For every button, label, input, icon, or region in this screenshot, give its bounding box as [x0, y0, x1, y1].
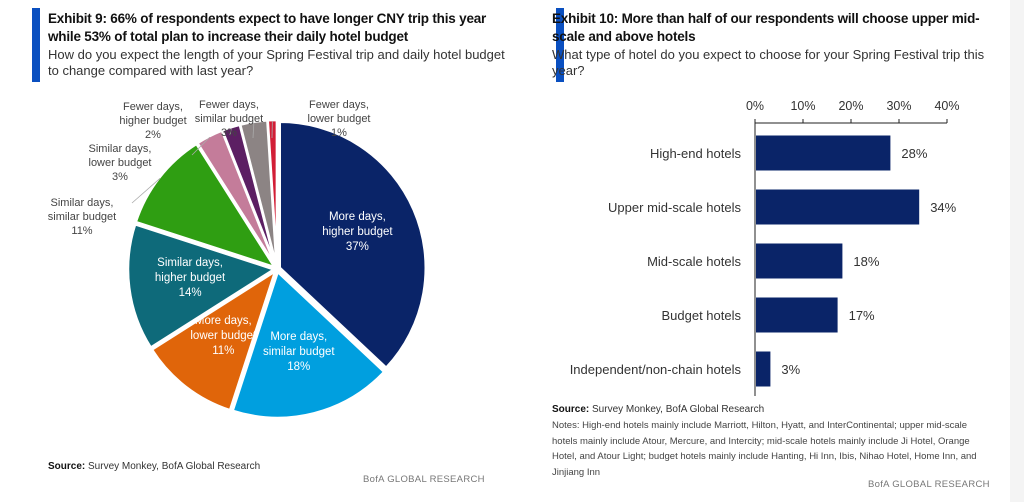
leader-line [131, 177, 161, 204]
pie-category-label: lower budget [190, 330, 257, 342]
source-text: Survey Monkey, BofA Global Research [589, 404, 765, 415]
pie-value-label: 37% [346, 241, 369, 253]
pie-category-label: higher budget [155, 272, 226, 284]
bar-mid-scale-hotels [756, 243, 843, 279]
pie-label-more-days-similar-budget: More days, similar budget 18% [263, 331, 335, 373]
exhibit-10-source: Source: Survey Monkey, BofA Global Resea… [552, 404, 764, 415]
data-label: 28% [901, 146, 927, 161]
pie-category-label: Fewer days, [309, 99, 369, 111]
pie-label-fewer-days-similar-budget: Fewer days, similar budget 3% [195, 99, 263, 139]
pie-slice-more-days-higher-budget [278, 120, 428, 370]
pie-slice-similar-days-higher-budget [126, 222, 277, 350]
exhibit-9-title: Exhibit 9: 66% of respondents expect to … [48, 11, 487, 44]
pie-category-label: More days, [195, 315, 252, 327]
exhibit-10-title: Exhibit 10: More than half of our respon… [552, 11, 980, 44]
exhibit-10-panel: Exhibit 10: More than half of our respon… [540, 0, 1010, 502]
category-label: Independent/non-chain hotels [570, 362, 742, 377]
pie-category-label: Similar days, [157, 257, 223, 269]
exhibit-10-brand: BofA GLOBAL RESEARCH [868, 479, 990, 490]
x-tick-label: 20% [838, 99, 863, 113]
bar-chart: 0% 10% 20% 30% 40% High-end hotels 28% Upper mi… [570, 99, 960, 396]
pie-chart: More days, higher budget 37% More days, simi… [48, 99, 428, 420]
pie-value-label: 3% [112, 171, 128, 183]
data-label: 18% [853, 254, 879, 269]
category-label: Upper mid-scale hotels [608, 200, 741, 215]
bar-independent-non-chain-hotels [756, 351, 771, 387]
pie-label-more-days-higher-budget: More days, higher budget 37% [322, 211, 393, 253]
bar-budget-hotels [756, 297, 838, 333]
pie-value-label: 1% [331, 127, 347, 139]
bar-upper-mid-scale-hotels [756, 189, 920, 225]
pie-slice-fewer-days-lower-budget [266, 118, 279, 267]
page-edge [1010, 0, 1024, 502]
x-tick-label: 10% [790, 99, 815, 113]
x-tick-label: 0% [746, 99, 764, 113]
data-label: 3% [781, 362, 800, 377]
category-label: High-end hotels [650, 146, 742, 161]
pie-category-label: lower budget [89, 157, 152, 169]
pie-value-label: 11% [71, 225, 92, 237]
pie-slice-more-days-lower-budget [150, 268, 278, 412]
pie-value-label: 11% [212, 345, 234, 357]
pie-category-label: More days, [329, 211, 386, 223]
pie-category-label: similar budget [263, 346, 335, 358]
pie-category-label: Similar days, [89, 143, 152, 155]
data-label: 17% [849, 308, 875, 323]
pie-category-label: higher budget [119, 115, 186, 127]
leader-line [229, 128, 232, 136]
exhibit-9-panel: Exhibit 9: 66% of respondents expect to … [0, 0, 520, 490]
source-label: Source: [552, 404, 590, 415]
pie-value-label: 14% [179, 287, 202, 299]
data-label: 34% [930, 200, 956, 215]
pie-category-label: Fewer days, [199, 99, 259, 111]
leader-line [191, 136, 211, 156]
exhibit-9-brand: BofA GLOBAL RESEARCH [363, 474, 485, 485]
category-label: Mid-scale hotels [647, 254, 741, 269]
exhibit-10-notes: Notes: High-end hotels mainly include Ma… [552, 420, 977, 478]
pie-slice-similar-days-similar-budget [134, 142, 278, 270]
pie-value-label: 18% [287, 361, 310, 373]
exhibit-10-subtitle: What type of hotel do you expect to choo… [552, 47, 985, 78]
pie-label-more-days-lower-budget: More days, lower budget 11% [190, 315, 257, 357]
category-label: Budget hotels [661, 308, 741, 323]
pie-category-label: Similar days, [51, 197, 114, 209]
x-tick-label: 30% [886, 99, 911, 113]
pie-value-label: 3% [221, 127, 237, 139]
source-text: Survey Monkey, BofA Global Research [85, 461, 261, 472]
x-tick-label: 40% [934, 99, 959, 113]
exhibit-9-source: Source: Survey Monkey, BofA Global Resea… [48, 461, 260, 472]
pie-category-label: lower budget [308, 113, 371, 125]
pie-label-similar-days-lower-budget: Similar days, lower budget 3% [89, 136, 211, 183]
pie-category-label: similar budget [195, 113, 263, 125]
pie-label-fewer-days-higher-budget: Fewer days, higher budget 2% [119, 101, 232, 141]
pie-value-label: 2% [145, 129, 161, 141]
pie-label-similar-days-similar-budget: Similar days, similar budget 11% [48, 177, 161, 237]
pie-label-fewer-days-lower-budget: Fewer days, lower budget 1% [271, 99, 371, 139]
pie-slice-more-days-similar-budget [231, 269, 386, 420]
accent-bar [556, 8, 564, 82]
pie-category-label: higher budget [322, 226, 393, 238]
pie-label-similar-days-higher-budget: Similar days, higher budget 14% [155, 257, 226, 299]
pie-category-label: More days, [270, 331, 327, 343]
bar-high-end-hotels [756, 135, 891, 171]
pie-category-label: similar budget [48, 211, 116, 223]
source-label: Source: [48, 461, 86, 472]
pie-category-label: Fewer days, [123, 101, 183, 113]
accent-bar [32, 8, 40, 82]
exhibit-9-subtitle: How do you expect the length of your Spr… [48, 47, 505, 78]
leader-line [252, 122, 255, 139]
